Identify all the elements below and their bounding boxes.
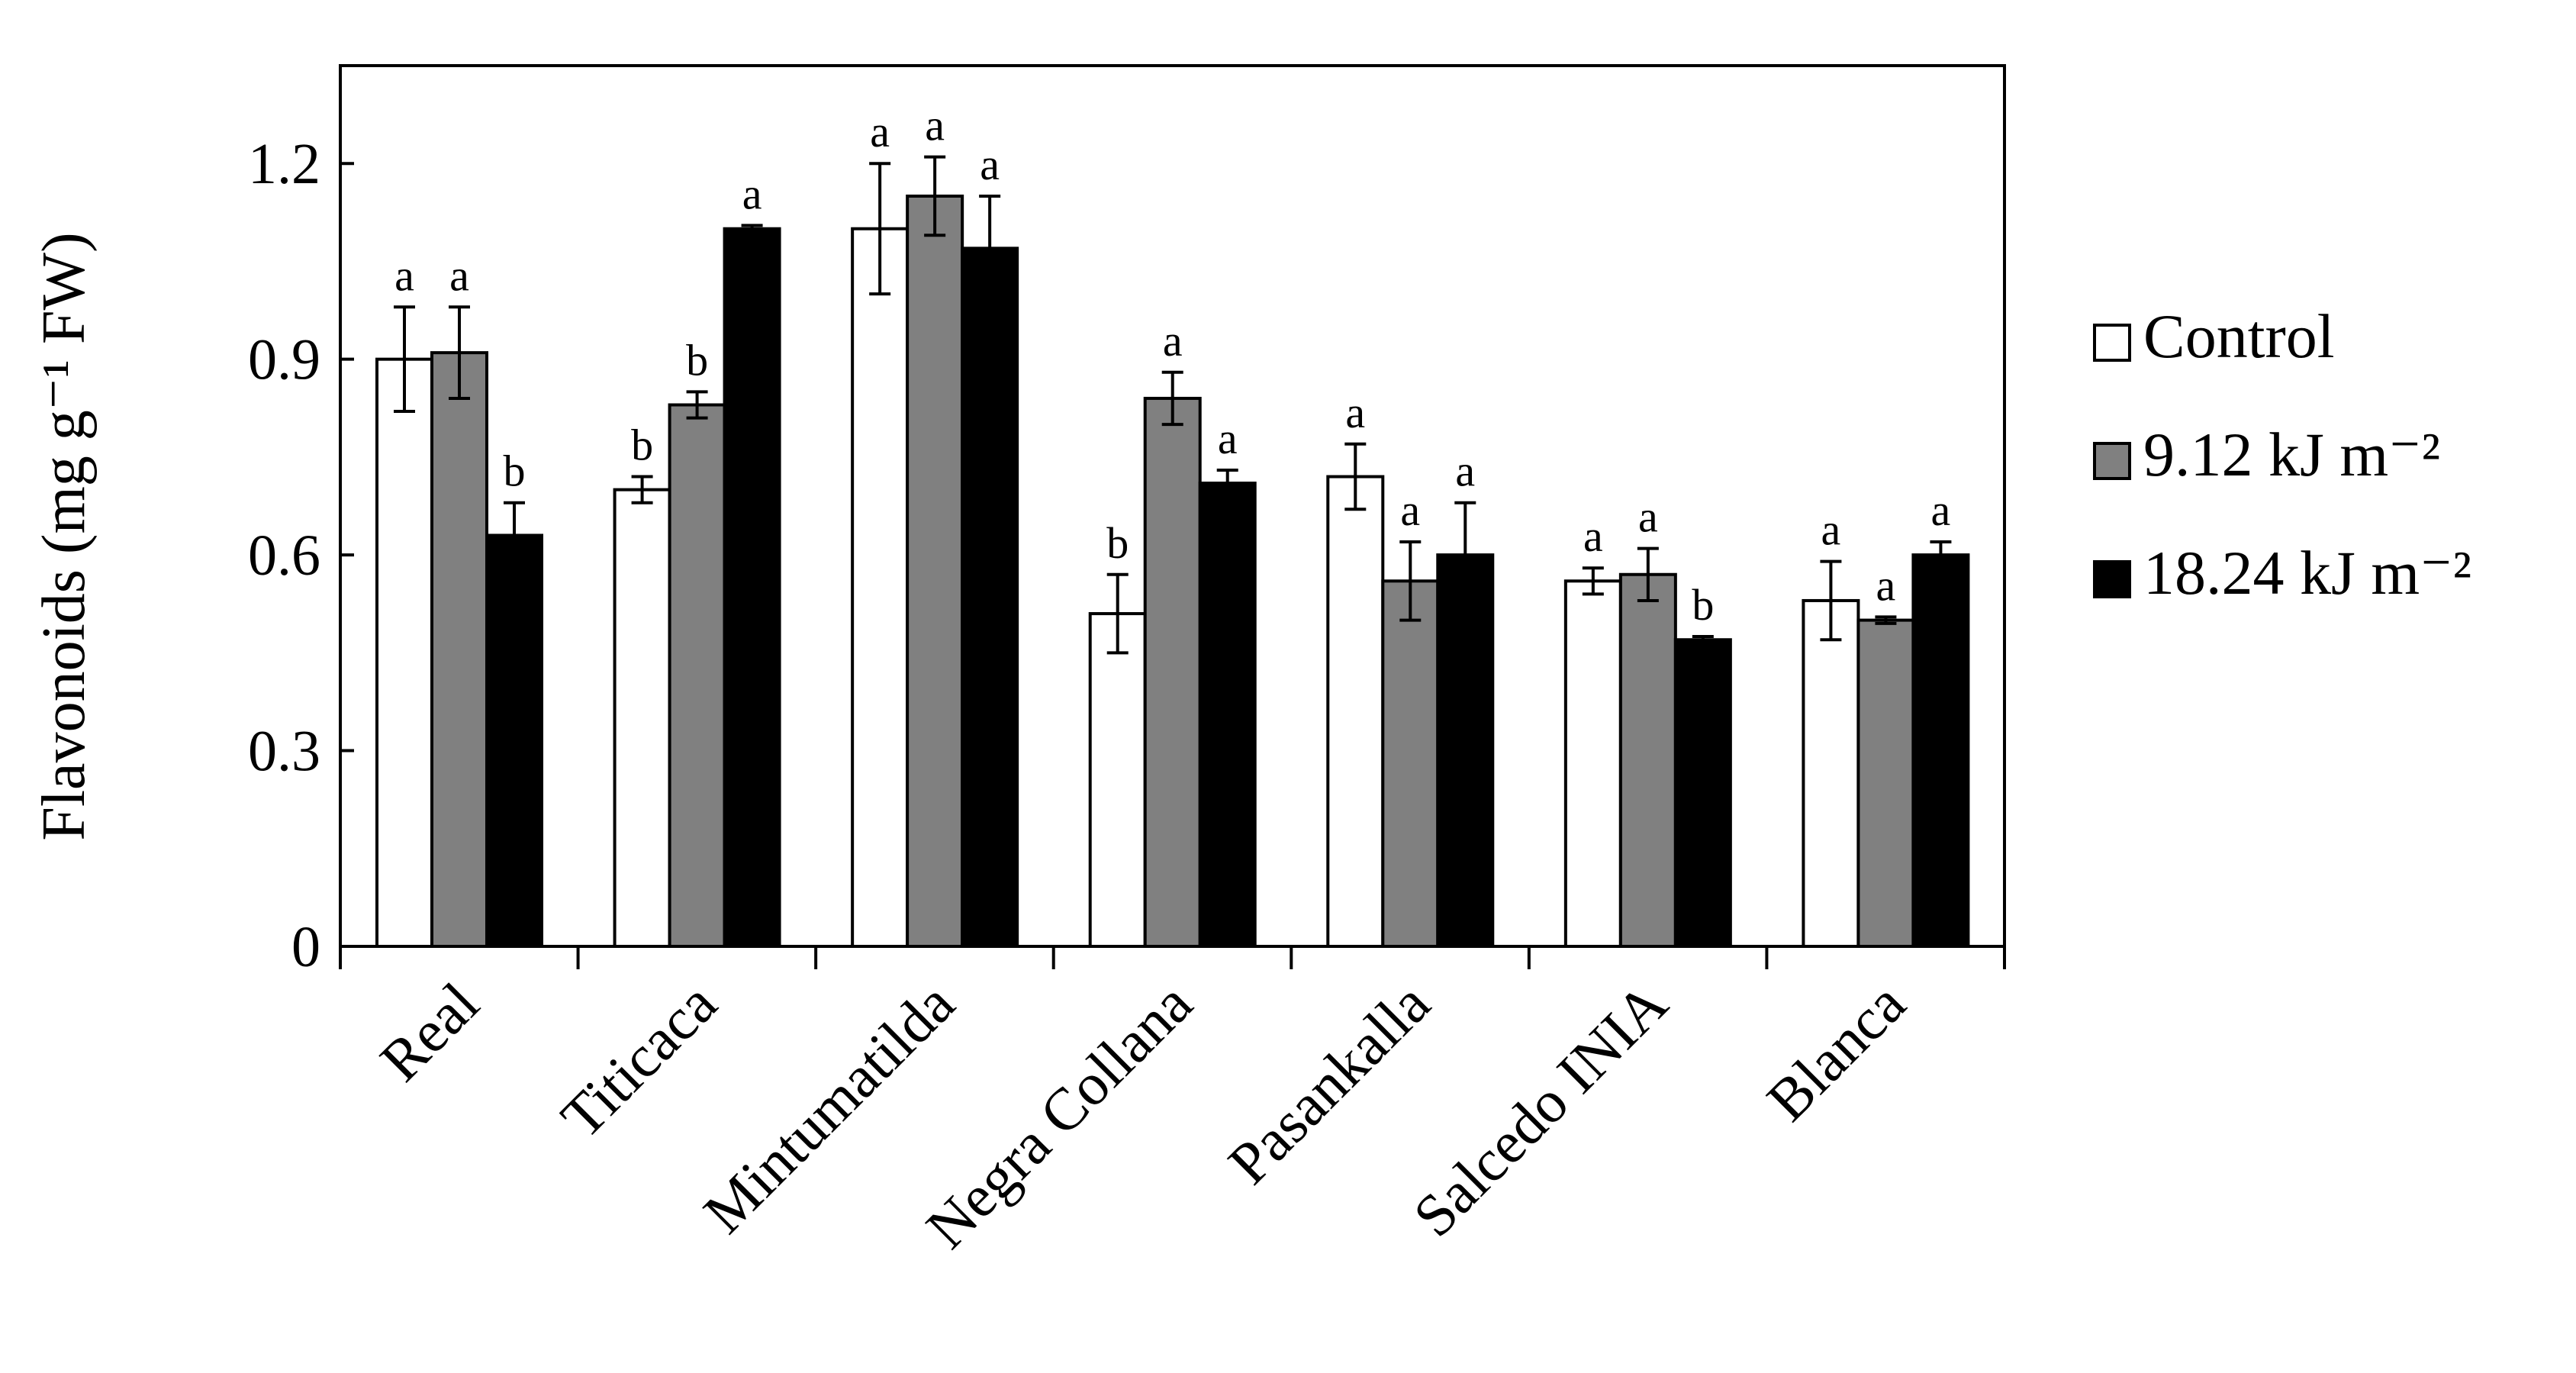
significance-letter-6-1: a	[1876, 560, 1896, 610]
category-label-1: Titicaca	[548, 970, 729, 1151]
legend-item-2: 18.24 kJ m⁻²	[2093, 538, 2471, 608]
significance-letter-4-1: a	[1400, 485, 1420, 535]
significance-letter-3-2: a	[1218, 414, 1238, 463]
legend-swatch-1	[2093, 442, 2131, 480]
significance-letter-4-2: a	[1455, 446, 1475, 496]
bar-0-1	[430, 351, 488, 948]
bar-1-2	[723, 227, 781, 949]
bar-1-1	[668, 403, 726, 948]
legend-label-2: 18.24 kJ m⁻²	[2143, 538, 2471, 608]
error-bar-1-2	[741, 224, 763, 234]
bar-4-2	[1436, 553, 1495, 948]
error-bar-2-2	[979, 194, 1001, 302]
significance-letter-6-2: a	[1931, 485, 1951, 535]
error-bar-3-2	[1216, 468, 1238, 498]
bar-2-2	[961, 247, 1019, 948]
error-bar-3-1	[1161, 370, 1183, 427]
category-label-0: Real	[367, 970, 491, 1094]
significance-letter-0-2: b	[504, 446, 526, 496]
legend-item-0: Control	[2093, 301, 2335, 371]
error-bar-5-2	[1692, 634, 1714, 645]
error-bar-1-0	[631, 475, 653, 504]
bar-0-2	[485, 533, 543, 948]
significance-letter-5-0: a	[1583, 511, 1603, 561]
legend-item-1: 9.12 kJ m⁻²	[2093, 420, 2440, 489]
bar-2-1	[906, 194, 964, 948]
error-bar-0-2	[504, 501, 525, 570]
legend-label-1: 9.12 kJ m⁻²	[2143, 420, 2440, 489]
bar-5-2	[1673, 638, 1732, 949]
bar-4-0	[1326, 475, 1385, 948]
error-bar-0-1	[449, 305, 470, 400]
bar-4-1	[1381, 579, 1440, 948]
significance-letter-1-1: b	[686, 335, 708, 385]
y-tick-label-3: 0.9	[248, 328, 320, 392]
significance-letter-5-1: a	[1638, 492, 1658, 542]
error-bar-2-1	[924, 155, 946, 237]
legend-swatch-0	[2093, 324, 2131, 362]
y-tick-label-1: 0.3	[248, 720, 320, 784]
significance-letter-3-1: a	[1163, 316, 1183, 366]
bar-6-0	[1802, 598, 1860, 948]
error-bar-6-0	[1820, 559, 1842, 642]
bar-3-0	[1088, 612, 1147, 948]
significance-letter-6-0: a	[1821, 505, 1841, 555]
y-axis-label: Flavonoids (mg g⁻¹ FW)	[31, 232, 98, 840]
bars-layer	[375, 194, 1970, 949]
error-bar-4-2	[1454, 501, 1476, 609]
bar-5-0	[1563, 579, 1622, 948]
category-label-6: Blanca	[1754, 970, 1918, 1134]
significance-letter-2-2: a	[980, 140, 1000, 189]
error-bar-1-1	[686, 390, 708, 420]
significance-letter-1-2: a	[742, 169, 762, 218]
significance-letter-2-1: a	[925, 101, 945, 150]
bar-6-1	[1856, 618, 1915, 948]
significance-letter-2-0: a	[870, 107, 890, 156]
error-bar-4-1	[1399, 540, 1422, 622]
bar-0-0	[375, 357, 433, 948]
significance-letter-0-0: a	[394, 250, 414, 300]
error-bar-5-1	[1637, 546, 1659, 602]
category-label-5: Salcedo INIA	[1400, 970, 1679, 1249]
error-bar-2-0	[869, 162, 891, 296]
error-bar-4-0	[1344, 442, 1367, 511]
category-label-4: Pasankalla	[1216, 970, 1442, 1197]
significance-letter-4-0: a	[1345, 388, 1365, 437]
bar-5-1	[1618, 572, 1677, 948]
y-tick-label-2: 0.6	[248, 524, 320, 588]
plot-frame	[339, 64, 2006, 948]
legend-label-0: Control	[2143, 301, 2335, 371]
significance-letter-1-0: b	[631, 421, 653, 470]
error-bar-0-0	[394, 305, 415, 414]
bar-1-0	[613, 488, 671, 948]
significance-letter-0-1: a	[449, 250, 469, 300]
error-bars-layer	[394, 155, 1952, 655]
significance-letter-5-2: b	[1692, 580, 1714, 630]
legend: Control 9.12 kJ m⁻² 18.24 kJ m⁻²	[2093, 301, 2471, 608]
error-bar-6-2	[1930, 540, 1952, 570]
error-bar-3-0	[1106, 572, 1129, 655]
error-bar-5-0	[1582, 566, 1604, 596]
bar-6-2	[1911, 553, 1970, 948]
y-tick-label-4: 1.2	[248, 132, 320, 196]
y-tick-label-0: 0	[291, 915, 320, 979]
legend-swatch-2	[2093, 560, 2131, 598]
significance-letter-3-0: b	[1106, 518, 1129, 568]
error-bar-6-1	[1875, 615, 1897, 625]
bar-3-2	[1198, 482, 1257, 948]
bar-2-0	[851, 227, 910, 949]
bar-3-1	[1143, 396, 1202, 948]
